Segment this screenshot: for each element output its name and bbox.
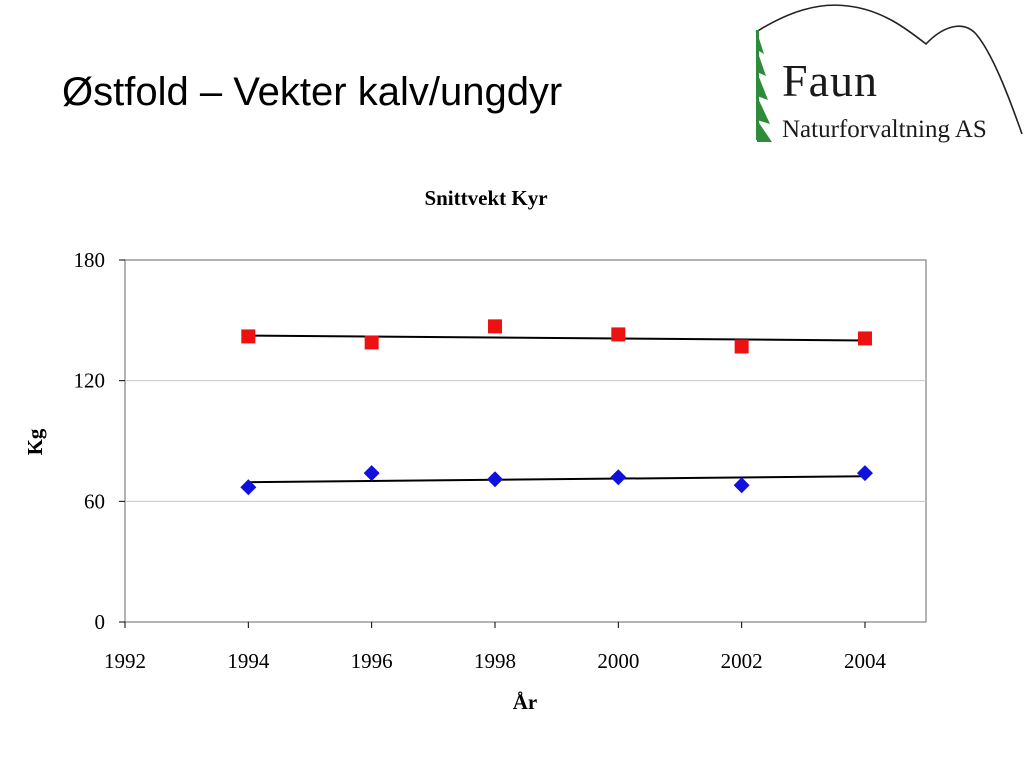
scatter-chart: Snittvekt Kyr 0 60 120 180 1992 1994 1996 1998… bbox=[23, 186, 927, 714]
logo-subtitle: Naturforvaltning AS bbox=[782, 116, 987, 143]
x-axis-label: År bbox=[513, 690, 538, 714]
trendline-1 bbox=[248, 475, 865, 484]
x-tick-label: 1996 bbox=[351, 649, 393, 673]
gridlines bbox=[125, 380, 926, 502]
data-point-square bbox=[487, 319, 502, 334]
y-tick-label: 0 bbox=[95, 610, 106, 634]
data-point-square bbox=[611, 327, 626, 342]
data-point-square bbox=[241, 329, 256, 344]
y-axis-label: Kg bbox=[23, 428, 47, 455]
data-point-diamond bbox=[363, 465, 380, 482]
logo-name: Faun bbox=[782, 55, 878, 106]
plot-area bbox=[124, 259, 927, 623]
logo-graphic bbox=[755, 4, 1023, 142]
x-tick-label: 2000 bbox=[597, 649, 639, 673]
data-points bbox=[240, 319, 873, 496]
x-tick-label: 1994 bbox=[227, 649, 270, 673]
x-axis-ticks: 1992 1994 1996 1998 2000 2002 2004 bbox=[104, 622, 886, 673]
data-point-diamond bbox=[733, 477, 750, 494]
data-point-diamond bbox=[856, 465, 873, 482]
data-point-square bbox=[857, 331, 872, 346]
trendline-0 bbox=[248, 334, 865, 342]
data-point-diamond bbox=[486, 471, 503, 488]
faun-logo: Faun Naturforvaltning AS bbox=[748, 0, 1024, 150]
y-tick-label: 60 bbox=[84, 489, 105, 513]
y-tick-label: 180 bbox=[74, 248, 106, 272]
y-axis-ticks: 0 60 120 180 bbox=[74, 248, 125, 634]
data-point-square bbox=[734, 339, 749, 354]
x-tick-label: 1998 bbox=[474, 649, 516, 673]
data-point-diamond bbox=[240, 479, 257, 496]
x-tick-label: 1992 bbox=[104, 649, 146, 673]
chart-title: Snittvekt Kyr bbox=[424, 186, 547, 210]
data-point-diamond bbox=[610, 469, 627, 486]
trendlines bbox=[248, 334, 865, 484]
data-point-square bbox=[364, 335, 379, 350]
spruce-tree-icon bbox=[756, 30, 772, 142]
y-tick-label: 120 bbox=[74, 369, 106, 393]
x-tick-label: 2004 bbox=[844, 649, 887, 673]
mountain-outline-icon bbox=[755, 4, 1023, 135]
x-tick-label: 2002 bbox=[721, 649, 763, 673]
slide-title: Østfold – Vekter kalv/ungdyr bbox=[62, 70, 563, 114]
